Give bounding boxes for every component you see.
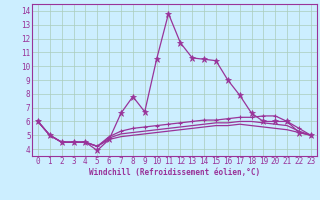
X-axis label: Windchill (Refroidissement éolien,°C): Windchill (Refroidissement éolien,°C) [89,168,260,177]
